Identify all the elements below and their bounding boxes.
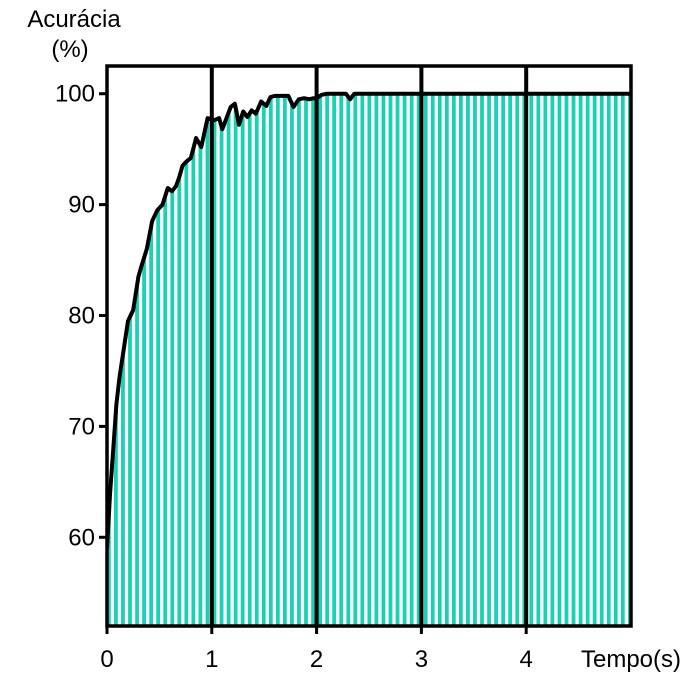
accuracy-line: [107, 91, 631, 549]
y-axis-label-line2: (%): [51, 36, 88, 63]
vertical-grid-lines: [209, 66, 529, 626]
y-tick-label-70: 70: [68, 413, 95, 440]
x-tick-label-0: 0: [100, 646, 113, 673]
y-tick-label-80: 80: [68, 303, 95, 330]
y-tick-label-100: 100: [55, 81, 95, 108]
x-tick-label-1: 1: [205, 646, 218, 673]
accuracy-area: [107, 93, 631, 626]
x-axis-ticks: 0 1 2 3 4: [100, 626, 533, 673]
y-axis-label-line1: Acurácia: [27, 6, 121, 33]
y-tick-label-90: 90: [68, 192, 95, 219]
x-tick-label-4: 4: [520, 646, 533, 673]
y-axis-ticks: 60 70 80 90 100: [55, 81, 107, 551]
x-tick-label-3: 3: [415, 646, 428, 673]
y-tick-label-60: 60: [68, 524, 95, 551]
plot-frame: [105, 64, 633, 628]
x-tick-label-2: 2: [310, 646, 323, 673]
x-axis-label: Tempo(s): [581, 646, 681, 673]
